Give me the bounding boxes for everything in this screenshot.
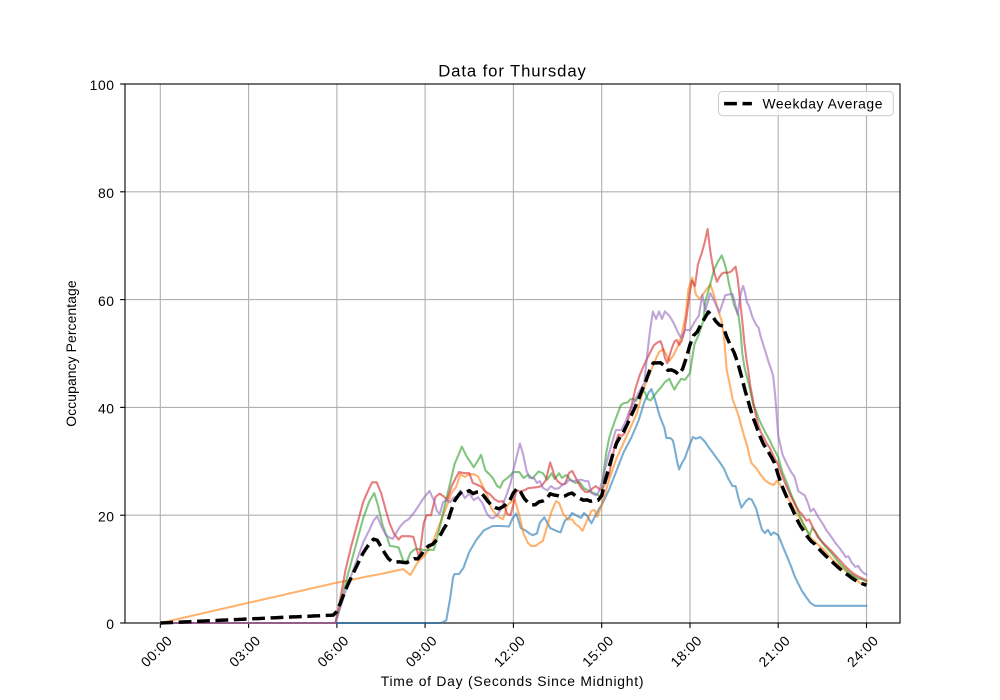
- svg-text:Weekday Average: Weekday Average: [763, 96, 883, 112]
- svg-text:100: 100: [90, 77, 115, 93]
- svg-text:Data for Thursday: Data for Thursday: [438, 62, 587, 81]
- svg-text:Time of Day (Seconds Since Mid: Time of Day (Seconds Since Midnight): [381, 673, 645, 689]
- svg-text:80: 80: [98, 185, 115, 201]
- svg-text:60: 60: [98, 293, 115, 309]
- svg-text:20: 20: [98, 508, 115, 524]
- svg-text:Occupancy Percentage: Occupancy Percentage: [63, 280, 79, 427]
- svg-text:0: 0: [106, 616, 114, 632]
- svg-text:40: 40: [98, 401, 115, 417]
